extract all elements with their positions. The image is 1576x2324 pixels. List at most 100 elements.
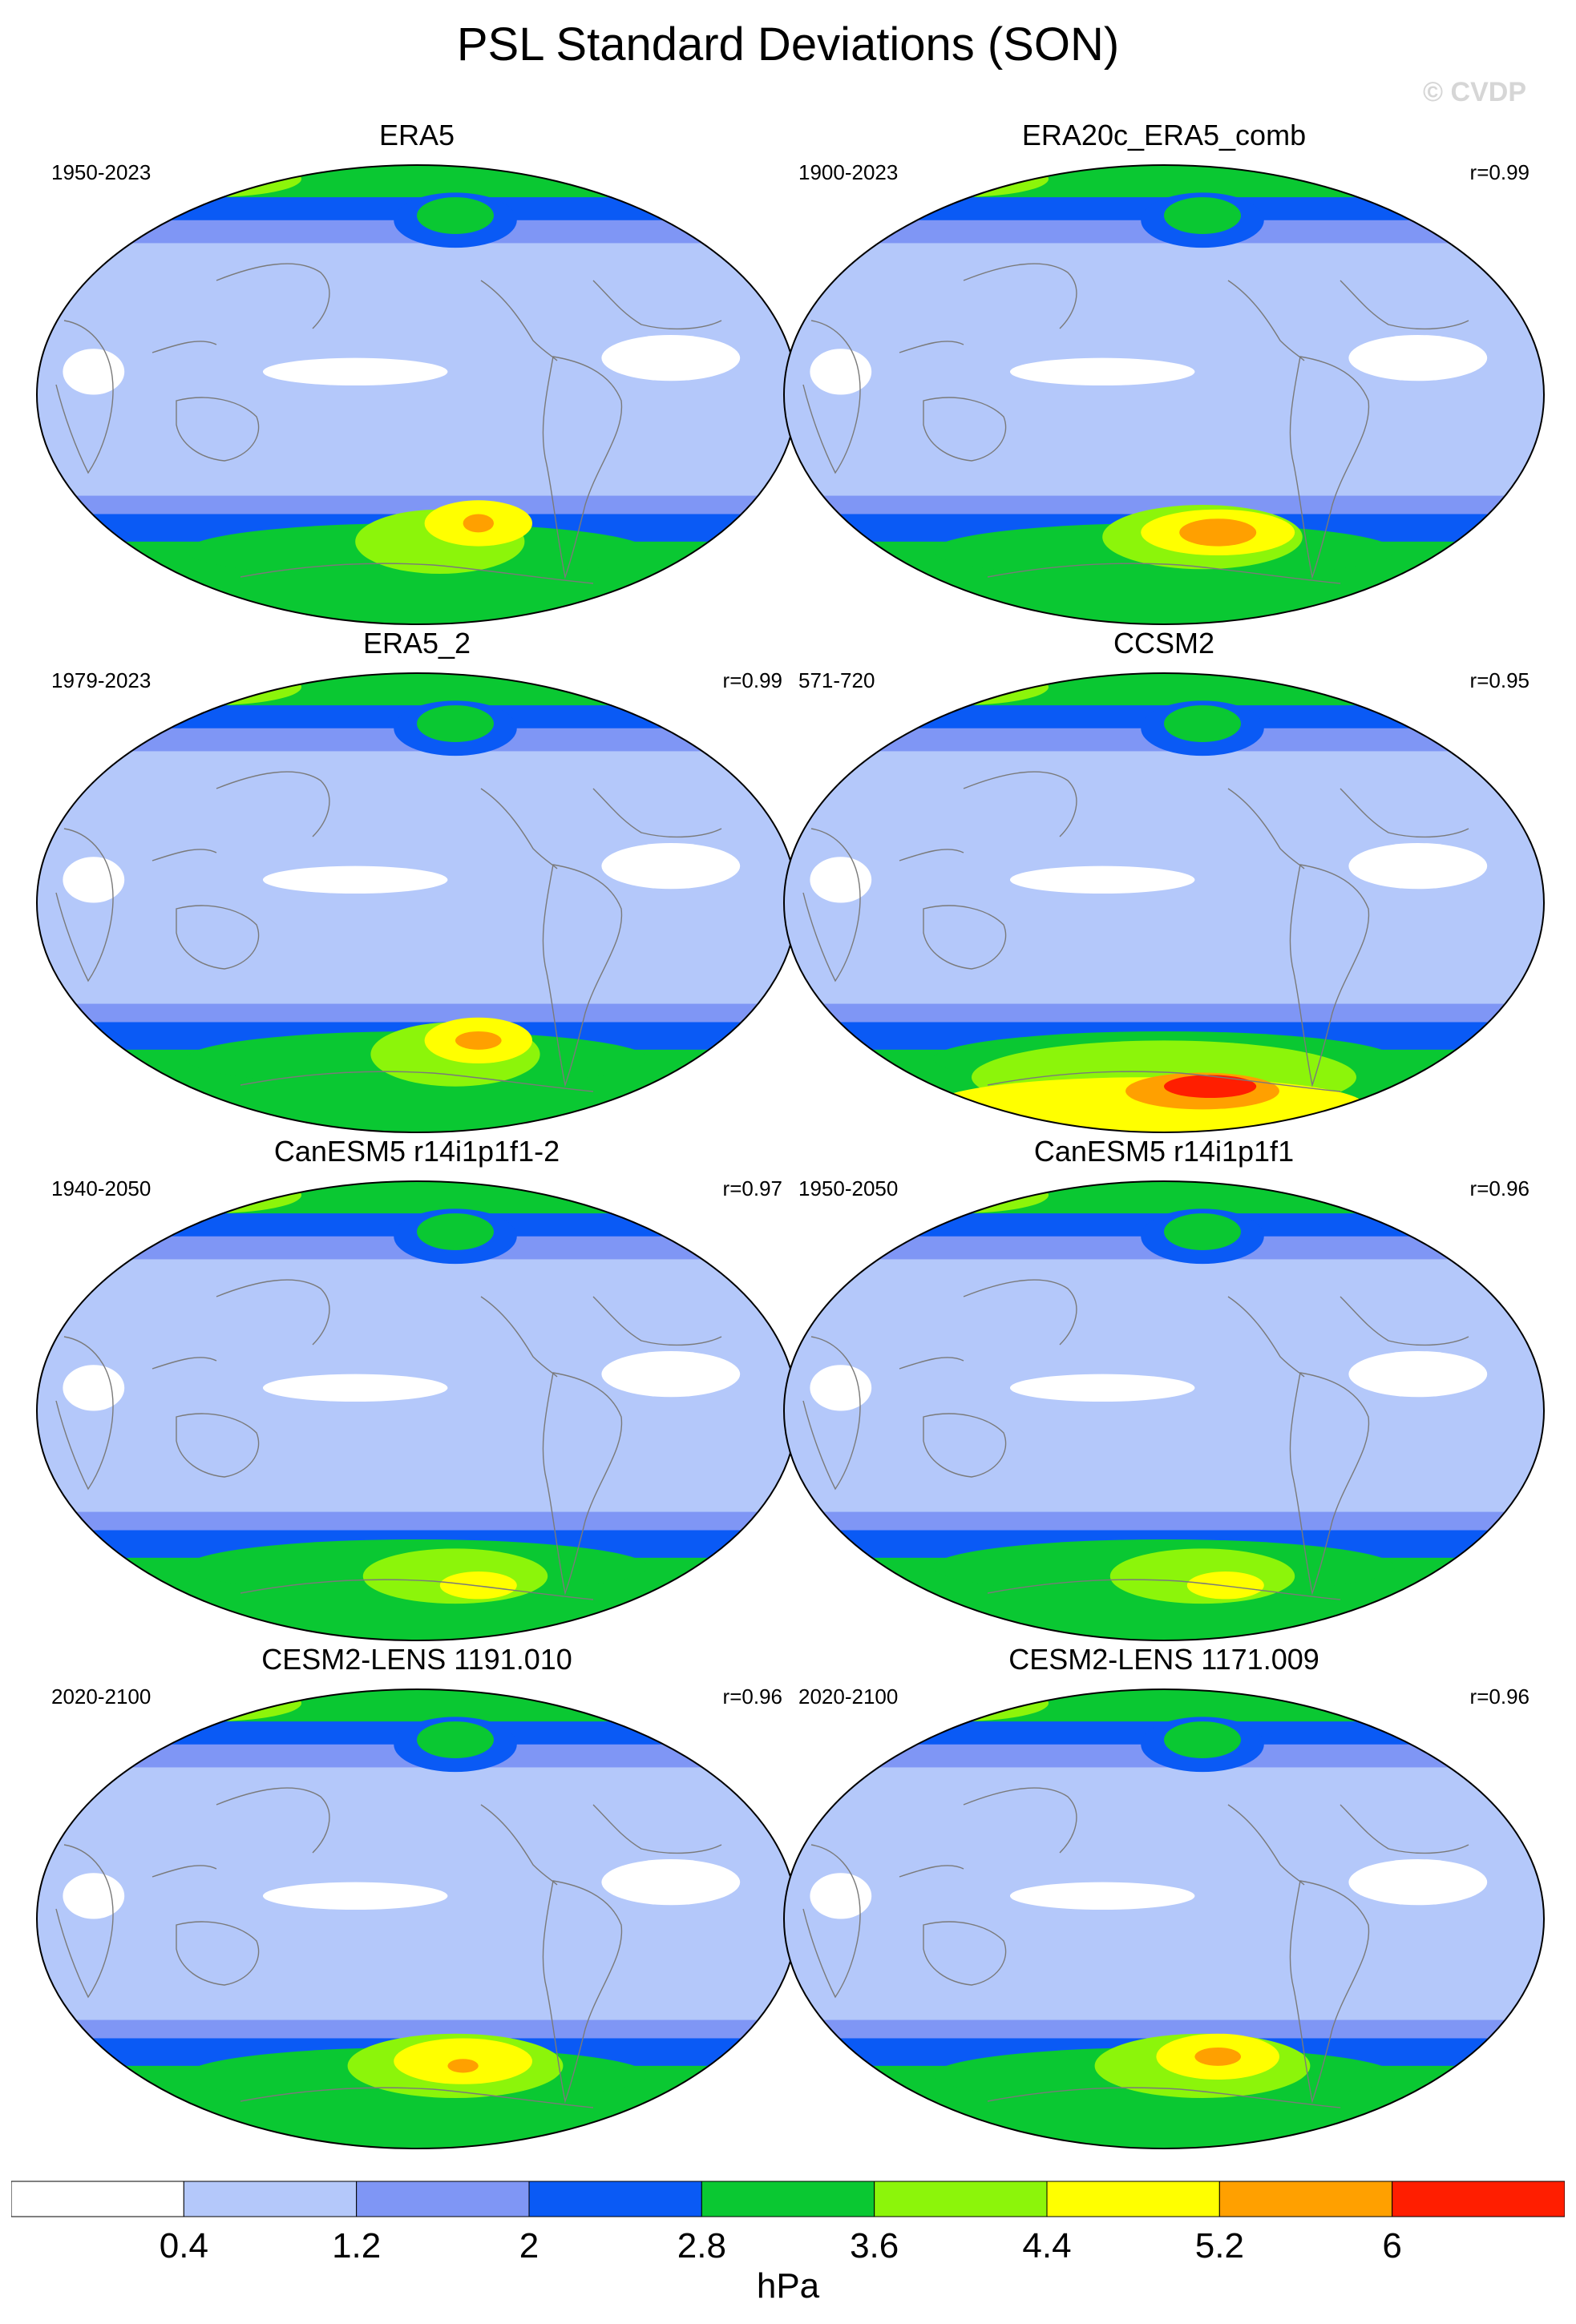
- psl-band: [37, 1689, 797, 1722]
- coastline: [1227, 788, 1305, 869]
- psl-contour: [447, 2059, 479, 2073]
- psl-contour: [263, 1374, 448, 1402]
- panel-correlation: r=0.97: [722, 1176, 782, 1200]
- psl-contour: [810, 857, 872, 903]
- map-field: [37, 673, 797, 1132]
- psl-contour: [63, 857, 125, 903]
- panel-correlation: r=0.96: [1469, 1684, 1530, 1709]
- coastline: [592, 788, 722, 838]
- colorbar-tick-label: 2.8: [677, 2226, 726, 2265]
- psl-contour: [263, 357, 448, 386]
- panel-title: ERA20c_ERA5_comb: [1021, 119, 1307, 151]
- map-panel: ERA5_2 1979-2023 r=0.99: [32, 627, 802, 1140]
- panel-correlation: r=0.96: [722, 1684, 782, 1709]
- coastline: [899, 849, 964, 861]
- panel-years: 1900-2023: [798, 160, 899, 184]
- coastline: [152, 341, 217, 353]
- map-field: [37, 165, 797, 624]
- psl-contour: [463, 514, 494, 533]
- coastline: [1340, 280, 1469, 330]
- psl-contour: [63, 349, 125, 395]
- coastline: [240, 1071, 594, 1092]
- coastline: [216, 1279, 330, 1346]
- psl-contour: [116, 1689, 301, 1722]
- psl-contour: [417, 1721, 494, 1758]
- psl-band: [784, 165, 1544, 198]
- psl-contour: [863, 673, 1049, 706]
- coastline: [542, 864, 623, 1087]
- psl-band: [784, 673, 1544, 706]
- colorbar-swatch: [1392, 2181, 1565, 2217]
- psl-band: [784, 1181, 1544, 1214]
- psl-contour: [417, 1213, 494, 1250]
- coastline: [176, 397, 260, 462]
- coastline: [963, 1787, 1077, 1854]
- world-map: [783, 164, 1545, 625]
- psl-contour: [1186, 1572, 1264, 1600]
- coastline: [802, 828, 861, 982]
- panel-years: 1979-2023: [51, 668, 152, 692]
- coastline: [1227, 280, 1305, 361]
- coastline: [240, 1579, 594, 1600]
- coastline: [542, 356, 623, 579]
- colorbar-swatch: [183, 2181, 358, 2217]
- colorbar-tick-labels: 0.4 1.2 2 2.8 3.6 4.4 5.2 6: [0, 2226, 1576, 2266]
- psl-contour: [863, 1689, 1049, 1722]
- colorbar-swatch: [874, 2181, 1048, 2217]
- map-panel: ERA20c_ERA5_comb 1900-2023 r=0.99: [779, 119, 1549, 631]
- psl-contour: [1164, 705, 1241, 742]
- psl-band: [37, 1181, 797, 1214]
- coastline: [592, 1804, 722, 1854]
- psl-contour: [263, 865, 448, 894]
- psl-contour: [63, 1365, 125, 1411]
- psl-contour: [810, 349, 872, 395]
- coastline: [899, 1865, 964, 1878]
- panel-title: ERA5: [378, 119, 455, 151]
- panel-years: 1950-2050: [798, 1176, 899, 1200]
- panel-title: CanESM5 r14i1p1f1: [1033, 1135, 1295, 1168]
- coastline: [480, 788, 558, 869]
- colorbar-tick-label: 5.2: [1194, 2226, 1244, 2265]
- world-map: [783, 1689, 1545, 2149]
- world-map: [36, 1180, 798, 1641]
- psl-contour: [1164, 1213, 1241, 1250]
- panel-years: 2020-2100: [51, 1684, 152, 1709]
- coastline: [176, 1413, 260, 1478]
- coastline: [216, 1787, 330, 1854]
- coastline: [592, 1296, 722, 1346]
- coastline: [987, 563, 1341, 584]
- world-map: [36, 164, 798, 625]
- coastline: [1340, 788, 1469, 838]
- colorbar-swatch: [528, 2181, 702, 2217]
- coastline: [240, 563, 594, 584]
- panel-correlation: r=0.99: [722, 668, 782, 692]
- psl-contour: [116, 673, 301, 706]
- psl-contour: [810, 1365, 872, 1411]
- map-outline: [783, 164, 1545, 625]
- coastline: [899, 341, 964, 353]
- map-field: [784, 165, 1544, 624]
- coastline: [923, 905, 1007, 970]
- coastline: [987, 1071, 1341, 1092]
- map-panel: ERA5 1950-2023: [32, 119, 802, 631]
- world-map: [36, 1689, 798, 2149]
- world-map: [783, 672, 1545, 1133]
- psl-contour: [1164, 197, 1241, 234]
- colorbar-tick-label: 3.6: [850, 2226, 899, 2265]
- panel-correlation: r=0.96: [1469, 1176, 1530, 1200]
- coastline: [55, 828, 114, 982]
- coastline: [216, 263, 330, 329]
- coastline: [1227, 1296, 1305, 1378]
- panel-years: 2020-2100: [798, 1684, 899, 1709]
- psl-contour: [1179, 518, 1257, 547]
- psl-contour: [116, 1181, 301, 1214]
- psl-contour: [601, 1351, 741, 1398]
- panel-years: 1940-2050: [51, 1176, 152, 1200]
- coastline: [216, 771, 330, 837]
- world-map: [36, 672, 798, 1133]
- psl-contour: [601, 843, 741, 890]
- panel-title: ERA5_2: [362, 627, 471, 660]
- colorbar-swatch: [356, 2181, 530, 2217]
- psl-contour: [863, 1181, 1049, 1214]
- coastline: [802, 1844, 861, 1999]
